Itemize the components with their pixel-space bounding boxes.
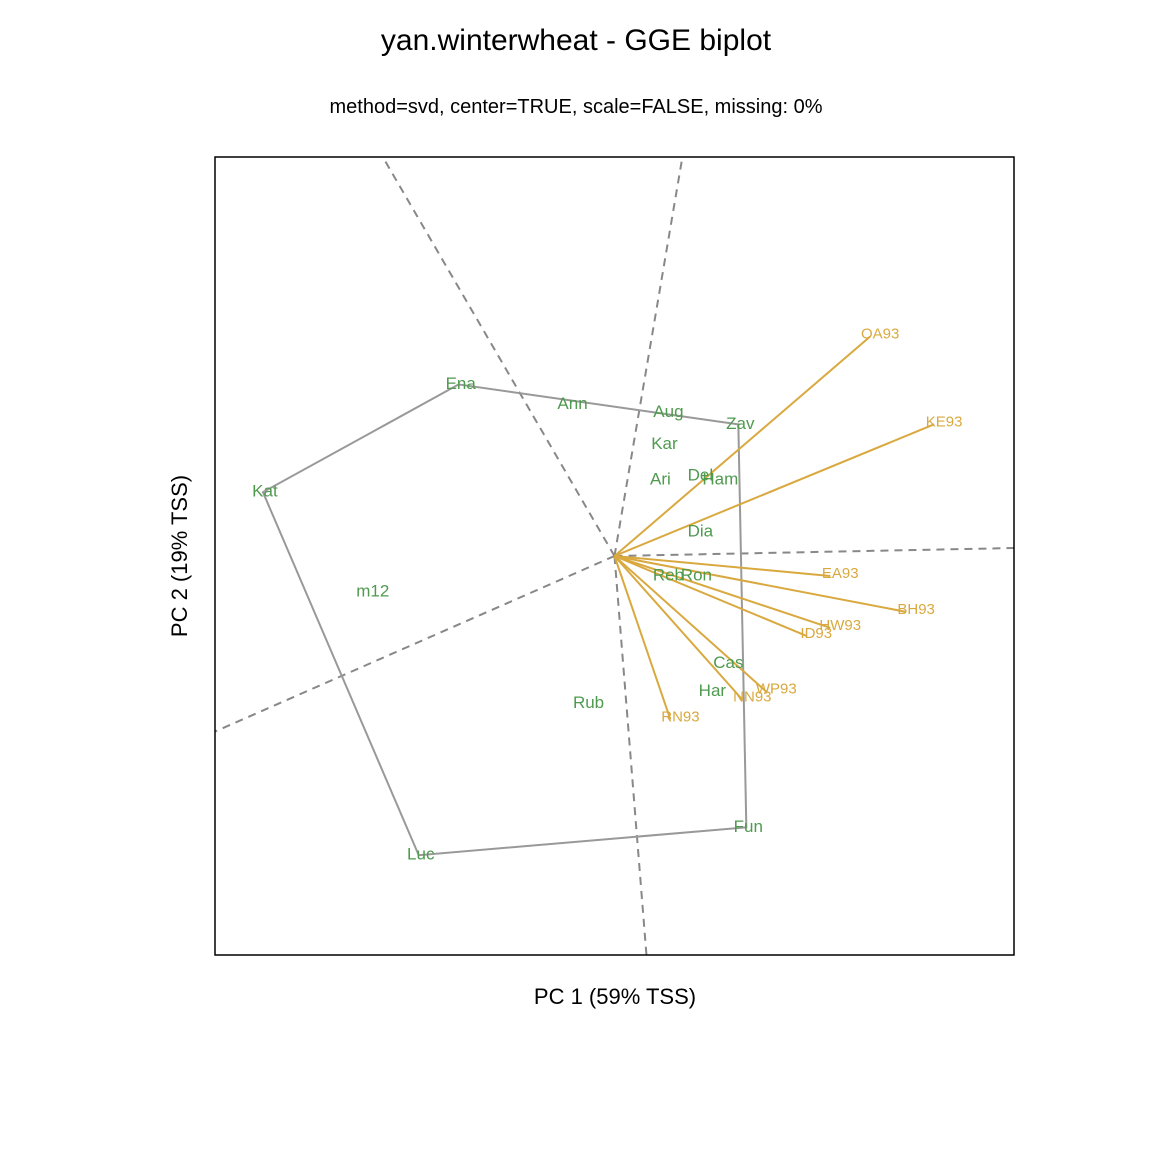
env-vector-ea93 bbox=[614, 555, 831, 577]
genotype-label-cas: Cas bbox=[713, 653, 743, 672]
environment-vectors bbox=[613, 335, 935, 720]
genotype-label-luc: Luc bbox=[407, 845, 435, 864]
genotype-label-ron: Ron bbox=[681, 565, 712, 584]
convex-hull bbox=[261, 383, 748, 857]
genotype-label-zav: Zav bbox=[726, 414, 755, 433]
env-label-ke93: KE93 bbox=[926, 413, 963, 430]
hull-polygon bbox=[261, 383, 748, 857]
genotype-label-del: Del bbox=[688, 466, 714, 485]
env-label-ea93: EA93 bbox=[822, 565, 859, 582]
genotype-labels: Ann Ari Aug Cas Del Dia Ena Fun Ham Har Kar Kat Luc m… bbox=[252, 374, 763, 864]
env-label-wp93: WP93 bbox=[756, 681, 797, 698]
genotype-label-ham: Ham bbox=[702, 470, 738, 489]
env-vector-hw93 bbox=[614, 555, 831, 629]
y-axis-label: PC 2 (19% TSS) bbox=[167, 474, 192, 638]
env-vector-oa93 bbox=[613, 335, 871, 557]
env-vector-nn93 bbox=[613, 555, 744, 701]
sector-line-3 bbox=[614, 547, 1014, 557]
env-label-nn93: NN93 bbox=[733, 689, 771, 706]
genotype-label-ena: Ena bbox=[446, 374, 477, 393]
genotype-label-kar: Kar bbox=[651, 434, 678, 453]
genotype-label-aug: Aug bbox=[653, 402, 683, 421]
genotype-label-rub: Rub bbox=[573, 693, 604, 712]
env-vector-wp93 bbox=[613, 555, 767, 693]
chart-title: yan.winterwheat - GGE biplot bbox=[380, 24, 772, 57]
sector-line-2 bbox=[613, 157, 684, 557]
genotype-label-reb: Reb bbox=[653, 565, 684, 584]
genotype-label-ari: Ari bbox=[650, 470, 671, 489]
sector-line-4 bbox=[613, 555, 648, 955]
genotype-label-har: Har bbox=[699, 681, 727, 700]
env-vector-rn93 bbox=[613, 555, 672, 720]
genotype-label-dia: Dia bbox=[688, 522, 714, 541]
genotype-label-ann: Ann bbox=[557, 394, 587, 413]
env-label-rn93: RN93 bbox=[661, 709, 699, 726]
x-axis-label: PC 1 (59% TSS) bbox=[533, 984, 697, 1009]
env-label-bh93: BH93 bbox=[897, 601, 935, 618]
genotype-label-m12: m12 bbox=[356, 581, 389, 600]
genotype-label-kat: Kat bbox=[252, 482, 278, 501]
env-label-oa93: OA93 bbox=[861, 326, 899, 343]
env-vector-bh93 bbox=[614, 555, 907, 613]
genotype-label-fun: Fun bbox=[734, 817, 763, 836]
chart-subtitle: method=svd, center=TRUE, scale=FALSE, mi… bbox=[329, 96, 823, 118]
sector-line-5 bbox=[215, 555, 615, 733]
plot-frame bbox=[214, 156, 1015, 956]
env-label-id93: ID93 bbox=[800, 625, 832, 642]
env-vector-ke93 bbox=[614, 423, 935, 557]
env-vector-id93 bbox=[614, 555, 807, 637]
sector-line-1 bbox=[381, 157, 616, 557]
sector-lines bbox=[215, 157, 1014, 955]
env-label-hw93: HW93 bbox=[819, 617, 861, 634]
